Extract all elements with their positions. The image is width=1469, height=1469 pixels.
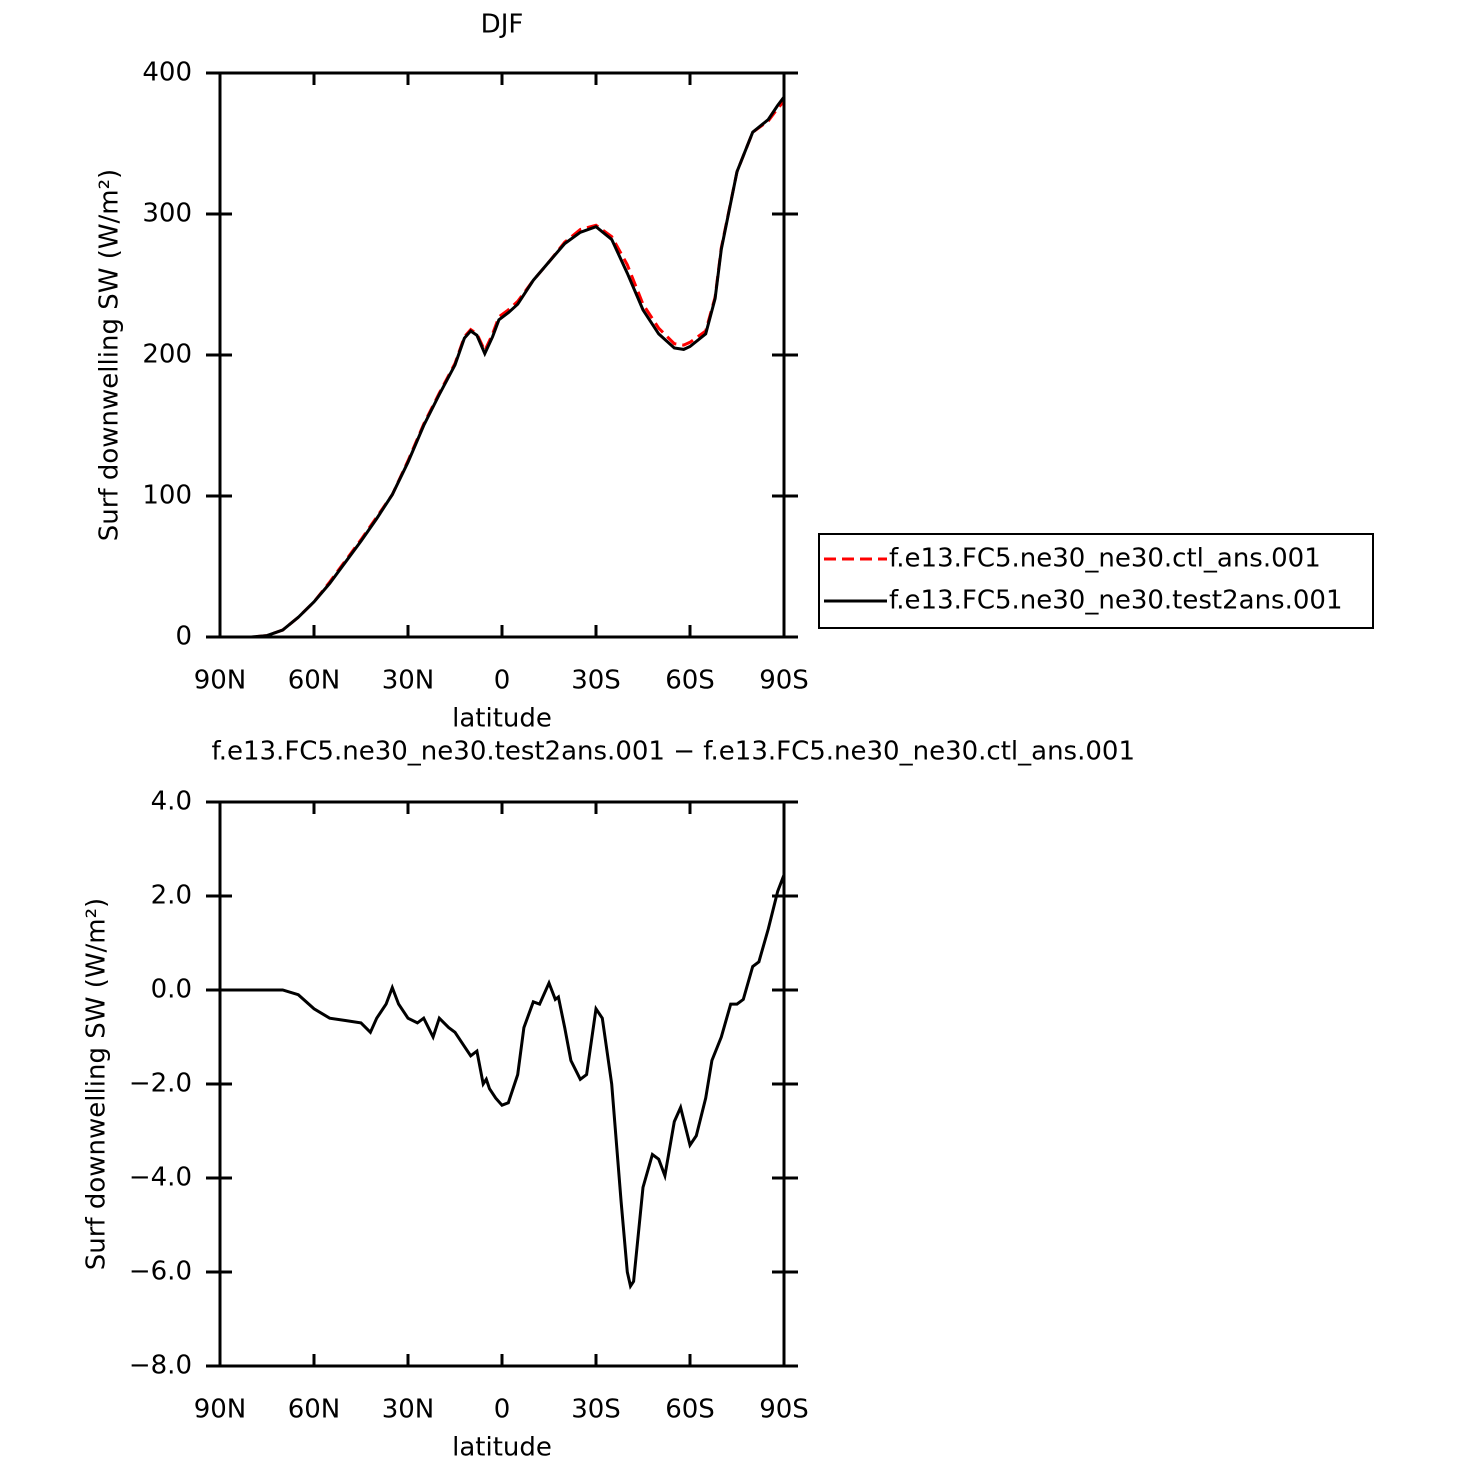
data-line <box>220 96 786 639</box>
data-line <box>220 874 786 1290</box>
x-tick-label: 90N <box>194 666 247 696</box>
plot-frame <box>218 800 786 1368</box>
chart-title: DJF <box>481 10 524 40</box>
y-tick-label: 200 <box>142 340 192 370</box>
x-tick-label: 60N <box>288 1395 341 1425</box>
y-tick-label: 4.0 <box>151 787 192 817</box>
y-tick-label: 2.0 <box>151 881 192 911</box>
y-tick-label: −2.0 <box>129 1069 192 1099</box>
x-tick-label: 30S <box>571 666 621 696</box>
x-tick-label: 30S <box>571 1395 621 1425</box>
y-tick-label: 400 <box>142 58 192 88</box>
y-tick-label: 100 <box>142 481 192 511</box>
x-tick-label: 60N <box>288 666 341 696</box>
y-tick-label: −8.0 <box>129 1351 192 1381</box>
data-line <box>220 100 786 639</box>
legend: f.e13.FC5.ne30_ne30.ctl_ans.001 f.e13.FC5… <box>818 533 1374 629</box>
y-tick-label: −4.0 <box>129 1163 192 1193</box>
chart-title: f.e13.FC5.ne30_ne30.test2ans.001 − f.e13… <box>211 737 1135 767</box>
y-tick-label: 0.0 <box>151 975 192 1005</box>
x-tick-label: 0 <box>494 1395 511 1425</box>
x-tick-label: 0 <box>494 666 511 696</box>
y-tick-label: −6.0 <box>129 1257 192 1287</box>
y-tick-label: 0 <box>175 622 192 652</box>
y-tick-label: 300 <box>142 199 192 229</box>
x-tick-label: 30N <box>382 1395 435 1425</box>
y-axis-label: Surf downwelling SW (W/m²) <box>82 898 112 1270</box>
x-tick-label: 30N <box>382 666 435 696</box>
plot-frame <box>218 71 786 639</box>
legend-label: f.e13.FC5.ne30_ne30.test2ans.001 <box>889 586 1343 616</box>
x-tick-label: 60S <box>665 1395 715 1425</box>
legend-box <box>818 533 1374 629</box>
y-axis-label: Surf downwelling SW (W/m²) <box>95 169 125 541</box>
x-tick-label: 60S <box>665 666 715 696</box>
legend-label: f.e13.FC5.ne30_ne30.ctl_ans.001 <box>889 544 1321 574</box>
x-tick-label: 90S <box>759 1395 809 1425</box>
x-tick-label: 90S <box>759 666 809 696</box>
x-axis-label: latitude <box>452 704 552 734</box>
x-axis-label: latitude <box>452 1433 552 1463</box>
x-tick-label: 90N <box>194 1395 247 1425</box>
